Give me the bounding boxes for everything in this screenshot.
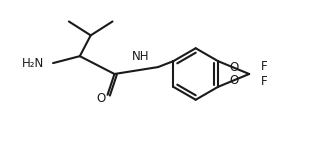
Text: O: O xyxy=(230,61,239,74)
Text: O: O xyxy=(230,74,239,87)
Text: F: F xyxy=(261,75,268,88)
Text: F: F xyxy=(261,60,268,73)
Text: O: O xyxy=(96,92,105,105)
Text: NH: NH xyxy=(132,50,149,63)
Text: H₂N: H₂N xyxy=(22,57,44,70)
